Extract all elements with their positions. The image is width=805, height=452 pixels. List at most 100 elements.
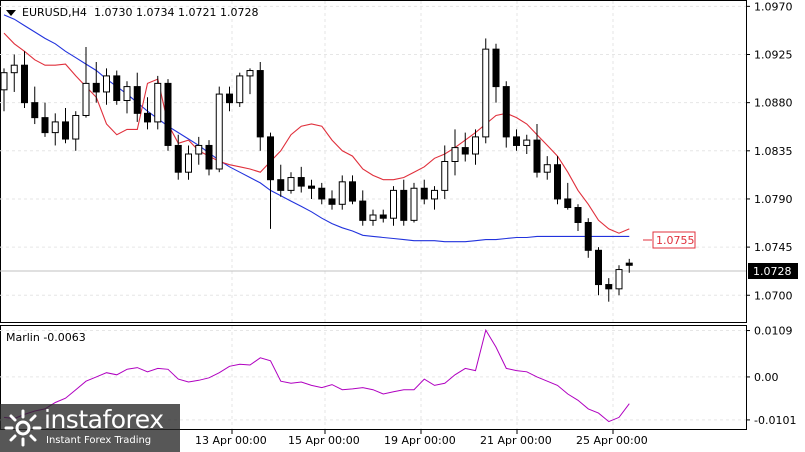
time-tick-label: 21 Apr 00:00 xyxy=(480,434,552,447)
price-tick-label: 1.0925 xyxy=(754,49,793,62)
bear-candle-body xyxy=(226,93,233,104)
bear-candle-body xyxy=(420,187,428,200)
bear-candle-body xyxy=(144,112,151,123)
bull-candle-body xyxy=(103,75,110,93)
bear-candle-body xyxy=(318,187,326,200)
candle xyxy=(349,175,356,205)
price-tick-label: 1.0700 xyxy=(754,289,793,302)
bull-candle-body xyxy=(390,189,397,219)
instaforex-logo-icon xyxy=(4,409,42,447)
bull-candle-body xyxy=(185,153,192,173)
bull-candle-body xyxy=(215,93,223,170)
indicator-label: Marlin -0.0063 xyxy=(6,331,86,344)
candle xyxy=(72,111,80,151)
candle xyxy=(420,179,428,205)
watermark-slogan: Instant Forex Trading xyxy=(46,435,152,446)
price-tick-label: 1.0880 xyxy=(754,97,793,110)
candles xyxy=(0,38,633,302)
price-axis[interactable]: 1.0970 1.0925 1.0880 1.0835 1.0790 1.0745 1.07… xyxy=(746,0,793,302)
indicator-axis[interactable]: 0.0109 0.00 -0.0101 xyxy=(746,325,796,427)
candle xyxy=(543,156,551,180)
bear-candle-body xyxy=(400,189,408,221)
bear-candle-body xyxy=(41,117,49,134)
bear-candle-body xyxy=(492,48,500,88)
bull-candle-body xyxy=(410,187,418,221)
bull-candle-body xyxy=(236,75,244,104)
candle xyxy=(21,51,28,108)
candle xyxy=(10,54,18,92)
bear-candle-body xyxy=(174,144,182,173)
candle xyxy=(338,175,346,210)
bull-candle-body xyxy=(543,164,551,173)
watermark: instaforex Instant Forex Trading xyxy=(0,404,180,452)
candle xyxy=(584,218,592,258)
bear-candle-body xyxy=(256,70,264,138)
bull-candle-body xyxy=(482,48,490,138)
collapse-triangle-icon[interactable] xyxy=(6,10,16,16)
bull-candle-body xyxy=(431,189,438,200)
candle xyxy=(41,102,49,137)
candle xyxy=(359,190,367,226)
candle xyxy=(123,81,131,114)
candle xyxy=(625,258,633,273)
candle xyxy=(185,145,192,180)
candle xyxy=(472,129,479,165)
bear-candle-body xyxy=(113,75,121,102)
candle xyxy=(287,172,295,194)
candle xyxy=(410,182,418,223)
time-axis[interactable]: 13 Apr 00:00 15 Apr 00:00 19 Apr 00:00 21 A… xyxy=(195,430,648,447)
bull-candle-body xyxy=(72,114,80,140)
price-panel[interactable] xyxy=(0,0,747,323)
bear-candle-body xyxy=(379,214,387,219)
bear-candle-body xyxy=(605,284,613,290)
bear-candle-body xyxy=(502,86,510,138)
candle xyxy=(267,132,274,229)
bear-candle-body xyxy=(533,139,541,173)
candle xyxy=(502,81,510,148)
candle xyxy=(195,136,203,165)
candle xyxy=(461,132,469,162)
bear-candle-body xyxy=(574,207,582,223)
candle xyxy=(62,108,69,144)
candle xyxy=(441,145,449,199)
bull-candle-body xyxy=(472,136,479,155)
time-tick-label: 19 Apr 00:00 xyxy=(384,434,456,447)
bull-candle-body xyxy=(287,177,295,191)
current-price-tag xyxy=(748,263,798,279)
bear-candle-body xyxy=(205,144,213,170)
price-tick-label: 1.0790 xyxy=(754,193,793,206)
bear-candle-body xyxy=(595,249,602,286)
bull-candle-body xyxy=(123,86,131,102)
time-tick-label: 15 Apr 00:00 xyxy=(288,434,360,447)
candle xyxy=(564,182,572,210)
price-grid xyxy=(0,1,746,322)
bull-candle-body xyxy=(338,181,346,205)
candle xyxy=(492,43,500,103)
candle xyxy=(226,86,233,112)
candle xyxy=(277,164,285,197)
candle xyxy=(174,134,182,180)
time-tick-label: 13 Apr 00:00 xyxy=(195,434,267,447)
price-tick-label: 1.0835 xyxy=(754,145,793,158)
indicator-tick-label: -0.0101 xyxy=(754,414,796,427)
candle xyxy=(533,124,541,178)
bear-candle-body xyxy=(164,82,172,146)
bull-candle-body xyxy=(441,161,449,191)
candle xyxy=(390,186,397,226)
candle xyxy=(615,265,623,296)
candle xyxy=(92,61,100,103)
candle xyxy=(205,140,213,176)
bear-candle-body xyxy=(359,200,367,221)
bull-candle-body xyxy=(615,269,623,290)
bear-candle-body xyxy=(564,198,572,209)
ohlc-values: 1.0730 1.0734 1.0721 1.0728 xyxy=(94,6,258,19)
bear-candle-body xyxy=(328,198,336,205)
price-tick-label: 1.0745 xyxy=(754,241,793,254)
candle xyxy=(554,156,561,205)
bear-candle-body xyxy=(513,136,520,146)
candle xyxy=(451,129,459,176)
indicator-tick-label: 0.00 xyxy=(754,371,779,384)
bull-candle-body xyxy=(523,139,531,146)
bull-candle-body xyxy=(246,70,254,77)
